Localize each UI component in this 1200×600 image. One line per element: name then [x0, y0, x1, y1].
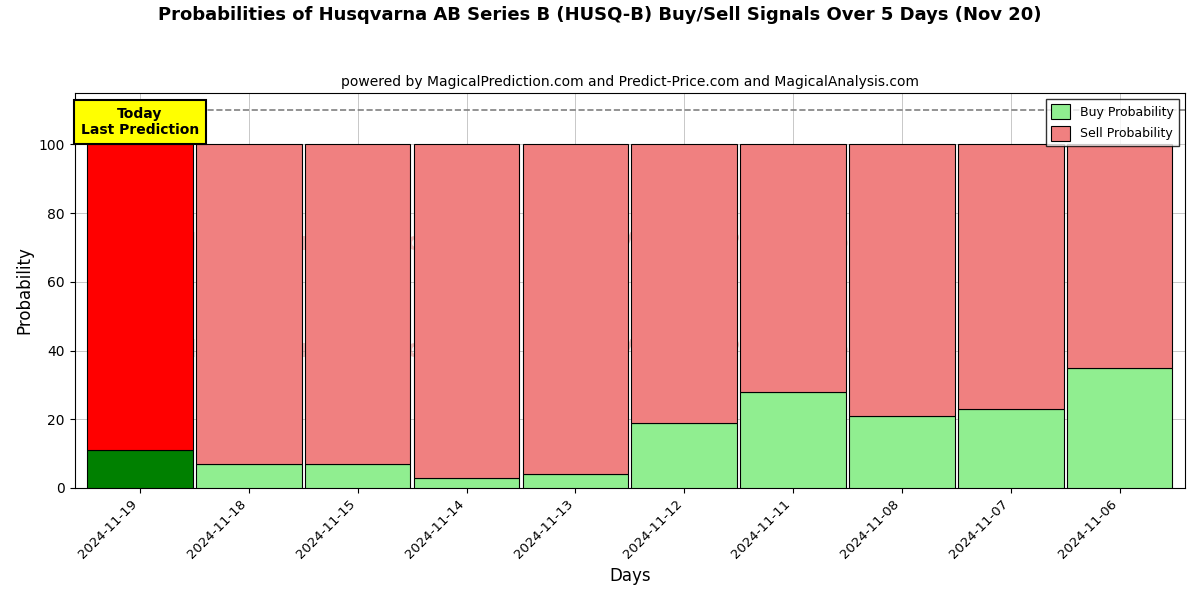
Bar — [1067, 145, 1172, 368]
Bar — [305, 145, 410, 464]
Title: powered by MagicalPrediction.com and Predict-Price.com and MagicalAnalysis.com: powered by MagicalPrediction.com and Pre… — [341, 75, 919, 89]
Bar — [740, 392, 846, 488]
Legend: Buy Probability, Sell Probability: Buy Probability, Sell Probability — [1046, 99, 1178, 146]
Bar — [88, 450, 193, 488]
Bar — [523, 145, 628, 474]
Bar — [631, 145, 737, 422]
Text: MagicalAnalysis.com: MagicalAnalysis.com — [172, 231, 466, 255]
Bar — [958, 145, 1063, 409]
Y-axis label: Probability: Probability — [16, 247, 34, 334]
Bar — [305, 464, 410, 488]
X-axis label: Days: Days — [610, 567, 650, 585]
Bar — [523, 474, 628, 488]
Bar — [414, 478, 520, 488]
Text: Probabilities of Husqvarna AB Series B (HUSQ-B) Buy/Sell Signals Over 5 Days (No: Probabilities of Husqvarna AB Series B (… — [158, 6, 1042, 24]
Bar — [196, 464, 301, 488]
Bar — [196, 145, 301, 464]
Bar — [1067, 368, 1172, 488]
Bar — [631, 422, 737, 488]
Bar — [850, 145, 955, 416]
Bar — [740, 145, 846, 392]
Text: Today
Last Prediction: Today Last Prediction — [80, 107, 199, 137]
Bar — [958, 409, 1063, 488]
Text: MagicalPrediction.com: MagicalPrediction.com — [613, 231, 935, 255]
Text: MagicalAnalysis.com: MagicalAnalysis.com — [172, 338, 466, 362]
Bar — [850, 416, 955, 488]
Bar — [414, 145, 520, 478]
Bar — [88, 145, 193, 450]
Text: MagicalPrediction.com: MagicalPrediction.com — [613, 338, 935, 362]
